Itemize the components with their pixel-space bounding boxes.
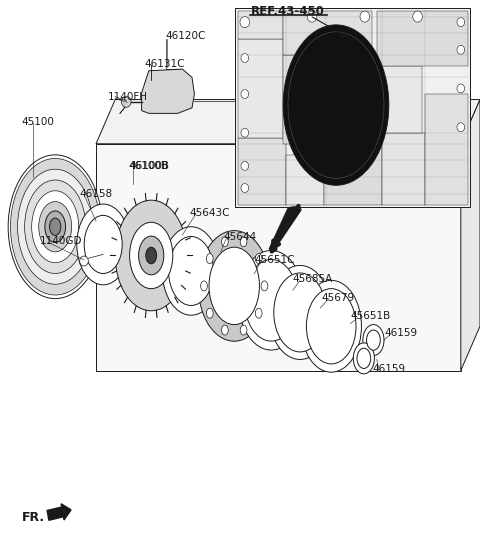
Text: 46131C: 46131C — [144, 59, 184, 69]
Ellipse shape — [11, 159, 100, 295]
Ellipse shape — [146, 247, 156, 264]
Text: 46159: 46159 — [384, 328, 417, 338]
Ellipse shape — [198, 231, 270, 341]
Ellipse shape — [353, 343, 374, 374]
Ellipse shape — [168, 237, 214, 305]
Ellipse shape — [32, 191, 79, 263]
Polygon shape — [269, 206, 299, 253]
Polygon shape — [96, 100, 480, 144]
Ellipse shape — [162, 227, 220, 315]
Text: 46120C: 46120C — [166, 31, 206, 41]
Bar — [377, 11, 468, 66]
Ellipse shape — [288, 32, 384, 178]
Bar — [377, 66, 422, 133]
Ellipse shape — [209, 247, 259, 325]
Ellipse shape — [49, 218, 61, 236]
Text: 45679: 45679 — [322, 293, 355, 302]
Ellipse shape — [240, 237, 247, 247]
Text: 46158: 46158 — [79, 189, 112, 199]
Text: 45685A: 45685A — [293, 274, 333, 284]
Text: 45100: 45100 — [22, 117, 54, 127]
Circle shape — [121, 96, 131, 107]
Text: 45651B: 45651B — [350, 311, 391, 321]
Ellipse shape — [222, 237, 228, 247]
Ellipse shape — [363, 325, 384, 356]
Circle shape — [457, 45, 465, 54]
Text: REF.43-450: REF.43-450 — [251, 4, 325, 18]
Bar — [283, 11, 372, 55]
Circle shape — [80, 256, 88, 266]
Text: 45651C: 45651C — [254, 255, 295, 265]
Ellipse shape — [357, 348, 371, 368]
Circle shape — [457, 84, 465, 93]
Ellipse shape — [255, 254, 262, 264]
Polygon shape — [96, 144, 461, 371]
Ellipse shape — [84, 215, 122, 274]
Ellipse shape — [45, 211, 66, 243]
Ellipse shape — [255, 308, 262, 318]
Ellipse shape — [306, 289, 356, 364]
Ellipse shape — [115, 200, 187, 311]
Ellipse shape — [139, 236, 164, 275]
Bar — [425, 94, 468, 205]
Ellipse shape — [269, 265, 331, 359]
Ellipse shape — [24, 180, 86, 274]
Ellipse shape — [201, 281, 207, 291]
Ellipse shape — [206, 254, 213, 264]
Text: 46159: 46159 — [372, 364, 405, 374]
Circle shape — [307, 11, 317, 22]
Circle shape — [241, 90, 249, 98]
Bar — [324, 144, 382, 205]
Polygon shape — [235, 8, 470, 207]
Bar — [238, 39, 283, 138]
Circle shape — [457, 18, 465, 27]
Circle shape — [413, 11, 422, 22]
Circle shape — [241, 184, 249, 192]
Polygon shape — [461, 100, 480, 371]
Circle shape — [457, 123, 465, 132]
Ellipse shape — [130, 222, 173, 289]
Text: 46100B: 46100B — [130, 161, 169, 171]
Ellipse shape — [206, 308, 213, 318]
Text: 1140FH: 1140FH — [108, 92, 148, 102]
Circle shape — [240, 17, 250, 28]
Text: 46100B: 46100B — [129, 161, 168, 171]
Text: 45643C: 45643C — [190, 208, 230, 218]
Ellipse shape — [244, 259, 298, 341]
Ellipse shape — [240, 325, 247, 335]
Text: 1140GD: 1140GD — [39, 236, 82, 246]
Ellipse shape — [261, 281, 268, 291]
Ellipse shape — [222, 325, 228, 335]
Ellipse shape — [283, 25, 389, 185]
Polygon shape — [142, 69, 194, 113]
Ellipse shape — [274, 273, 326, 352]
Ellipse shape — [39, 202, 72, 252]
Ellipse shape — [367, 330, 380, 350]
Bar — [324, 61, 377, 144]
Ellipse shape — [239, 251, 304, 350]
Ellipse shape — [77, 204, 130, 285]
FancyArrow shape — [47, 504, 71, 520]
Ellipse shape — [8, 155, 102, 299]
Circle shape — [360, 11, 370, 22]
Bar — [286, 155, 324, 205]
Circle shape — [241, 54, 249, 62]
Circle shape — [241, 161, 249, 170]
Circle shape — [241, 128, 249, 137]
Ellipse shape — [18, 169, 93, 284]
Bar — [238, 11, 283, 39]
Text: 45644: 45644 — [223, 232, 256, 242]
Ellipse shape — [301, 280, 361, 372]
Bar — [382, 133, 425, 205]
Bar — [238, 138, 286, 205]
Bar — [283, 55, 324, 144]
Text: FR.: FR. — [22, 510, 45, 524]
